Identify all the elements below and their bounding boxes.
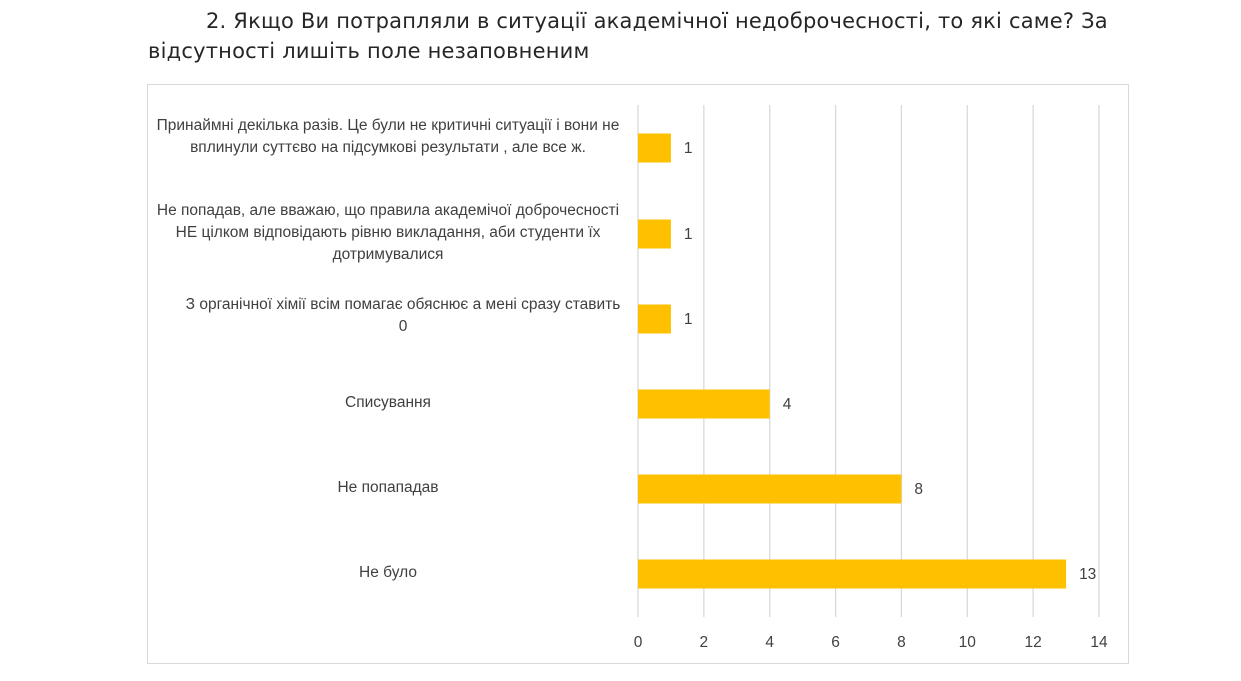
x-tick-label: 14 <box>1090 634 1108 651</box>
data-label: 4 <box>783 396 792 413</box>
x-tick-label: 6 <box>831 634 840 651</box>
data-label: 1 <box>684 140 693 157</box>
category-label: Не було <box>359 564 417 581</box>
bar <box>638 304 671 334</box>
chart-frame: 0 2 4 6 8 10 12 14 1 1 1 4 8 13 Принаймні декілька ра… <box>147 84 1129 664</box>
category-label: З органічної хімії всім помагає обяснює … <box>185 296 621 335</box>
bar <box>638 559 1067 589</box>
x-tick-label: 12 <box>1025 634 1042 651</box>
x-tick-label: 0 <box>634 634 643 651</box>
category-label: Не попападав <box>337 479 439 496</box>
x-tick-label: 4 <box>765 634 774 651</box>
bar <box>638 474 902 504</box>
bar <box>638 389 770 419</box>
data-label: 1 <box>684 226 693 243</box>
bar <box>638 219 671 249</box>
category-label: Не попадав, але вважаю, що правила акаде… <box>156 202 620 263</box>
question-heading: 2. Якщо Ви потрапляли в ситуації академі… <box>148 9 1108 63</box>
x-tick-label: 8 <box>897 634 906 651</box>
data-label: 13 <box>1079 566 1096 583</box>
x-tick-label: 10 <box>959 634 977 651</box>
x-tick-label: 2 <box>700 634 709 651</box>
bar <box>638 133 671 163</box>
data-label: 1 <box>684 311 693 328</box>
data-label: 8 <box>914 481 923 498</box>
category-label: Списування <box>345 394 431 411</box>
category-label: Принаймні декілька разів. Це були не кри… <box>156 117 620 156</box>
